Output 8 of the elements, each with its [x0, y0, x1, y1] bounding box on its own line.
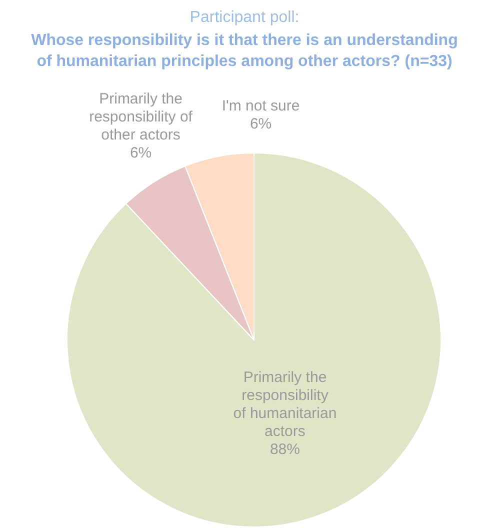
data-label: 88%	[270, 441, 300, 458]
slice-label: Primarily the responsibility of other actors	[89, 90, 194, 144]
data-label: 6%	[250, 115, 272, 132]
chart-title: Participant poll:	[190, 9, 300, 26]
slice-label: Primarily the responsibility of humanitarian actors	[233, 369, 337, 440]
chart-subtitle: Whose responsibility is it that there is an understanding of humanitarian principles among other actors? (n=33)	[31, 32, 458, 70]
slice-label: I'm not sure	[222, 97, 300, 114]
data-label: 6%	[130, 144, 152, 162]
